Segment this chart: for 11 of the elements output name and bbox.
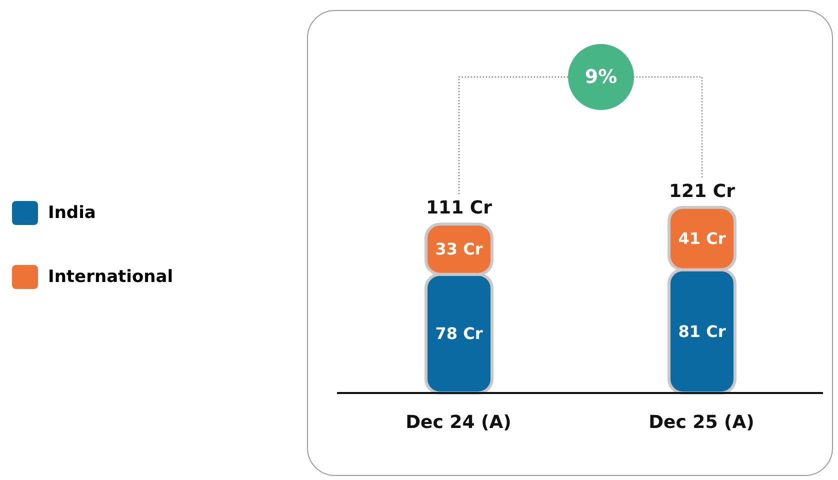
x-tick-label: Dec 25 (A): [648, 412, 754, 433]
legend-label: International: [48, 267, 174, 287]
data-label: 33 Cr: [435, 240, 483, 259]
data-label: 78 Cr: [435, 324, 483, 344]
total-label: 111 Cr: [426, 198, 492, 219]
data-label: 81 Cr: [678, 322, 726, 341]
legend-label: India: [48, 203, 96, 223]
x-tick-label: Dec 24 (A): [406, 412, 512, 433]
total-label: 121 Cr: [669, 180, 736, 202]
circle-badge: 9%: [568, 44, 634, 110]
data-label: 41 Cr: [678, 229, 726, 248]
